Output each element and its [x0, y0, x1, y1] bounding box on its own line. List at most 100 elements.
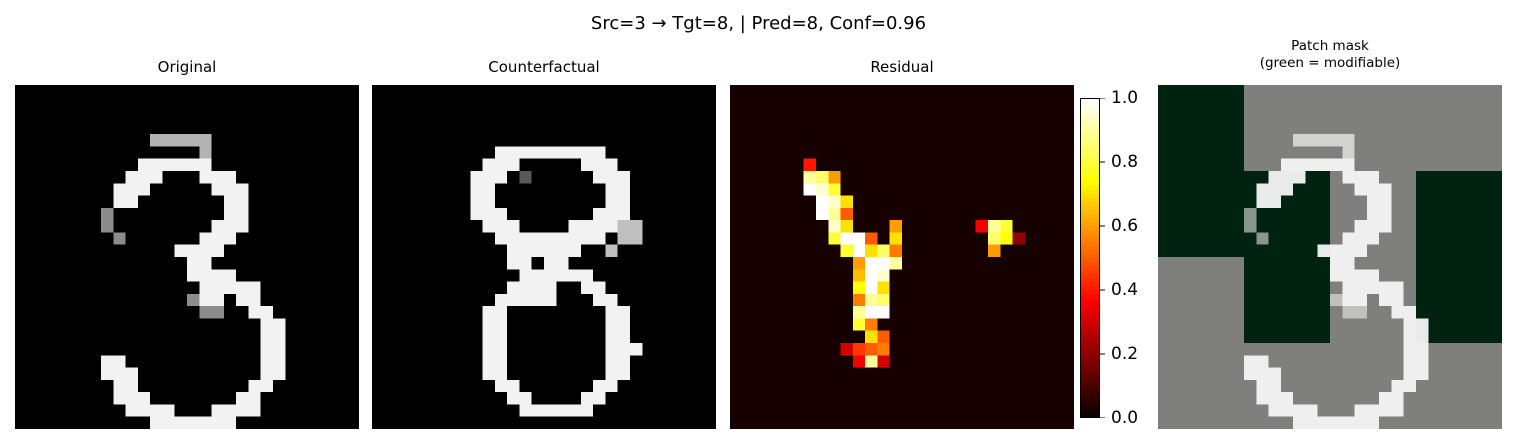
pixel-cell [1012, 404, 1026, 417]
pixel-cell [1416, 416, 1429, 429]
pixel-cell [703, 293, 716, 307]
pixel-cell [150, 416, 163, 429]
pixel-cell [174, 109, 188, 123]
pixel-cell [211, 392, 225, 405]
pixel-cell [494, 232, 508, 245]
pixel-cell [1158, 220, 1171, 233]
pixel-cell [76, 343, 89, 356]
pixel-cell [1207, 355, 1220, 368]
pixel-cell [236, 134, 249, 147]
pixel-cell [1000, 146, 1013, 159]
pixel-cell [39, 195, 53, 209]
pixel-cell [902, 318, 915, 331]
pixel-cell [396, 293, 410, 307]
pixel-cell [248, 379, 261, 393]
pixel-cell [482, 121, 496, 135]
pixel-cell [113, 220, 126, 233]
pixel-cell [630, 232, 643, 245]
pixel-cell [322, 244, 335, 258]
pixel-cell [187, 392, 200, 405]
pixel-cell [1207, 281, 1220, 295]
pixel-cell [730, 244, 743, 258]
pixel-cell [730, 220, 743, 233]
pixel-cell [1244, 207, 1257, 221]
pixel-cell [260, 379, 274, 393]
pixel-cell [779, 392, 792, 405]
pixel-cell [150, 121, 163, 135]
pixel-cell [754, 404, 768, 417]
pixel-cell [902, 367, 915, 381]
pixel-cell [1012, 183, 1026, 196]
pixel-cell [236, 171, 249, 184]
pixel-cell [877, 330, 890, 344]
pixel-cell [803, 416, 817, 429]
pixel-cell [1049, 85, 1062, 98]
pixel-cell [1219, 134, 1232, 147]
pixel-cell [162, 85, 175, 98]
pixel-cell [865, 207, 878, 221]
pixel-cell [902, 207, 915, 221]
pixel-cell [902, 379, 915, 393]
pixel-cell [236, 379, 249, 393]
pixel-cell [654, 293, 668, 307]
pixel-cell [372, 220, 385, 233]
pixel-cell [630, 306, 643, 319]
pixel-cell [1280, 257, 1294, 270]
pixel-cell [1280, 379, 1294, 393]
pixel-cell [396, 85, 410, 98]
pixel-cell [187, 281, 200, 295]
pixel-cell [15, 220, 28, 233]
pixel-cell [507, 330, 520, 344]
pixel-cell [76, 367, 89, 381]
pixel-cell [1158, 379, 1171, 393]
pixel-cell [1428, 306, 1441, 319]
pixel-cell [1061, 281, 1074, 295]
pixel-cell [76, 330, 89, 344]
pixel-cell [544, 183, 557, 196]
pixel-cell [285, 355, 298, 368]
pixel-cell [494, 85, 508, 98]
pixel-cell [236, 257, 249, 270]
pixel-cell [76, 244, 89, 258]
pixel-cell [1170, 158, 1183, 172]
pixel-cell [926, 257, 940, 270]
pixel-cell [593, 220, 606, 233]
pixel-cell [27, 306, 40, 319]
pixel-cell [617, 195, 631, 209]
pixel-cell [507, 318, 520, 331]
pixel-cell [101, 158, 114, 172]
pixel-cell [852, 355, 866, 368]
pixel-cell [113, 318, 126, 331]
pixel-cell [1207, 318, 1220, 331]
pixel-cell [76, 134, 89, 147]
pixel-cell [779, 257, 792, 270]
pixel-cell [199, 109, 212, 123]
pixel-cell [396, 195, 410, 209]
pixel-cell [187, 318, 200, 331]
pixel-cell [162, 183, 175, 196]
pixel-cell [1037, 416, 1050, 429]
pixel-cell [816, 318, 829, 331]
pixel-cell [273, 207, 286, 221]
pixel-cell [1366, 158, 1380, 172]
pixel-cell [630, 392, 643, 405]
pixel-cell [1158, 367, 1171, 381]
pixel-cell [654, 232, 668, 245]
pixel-cell [519, 257, 532, 270]
pixel-cell [926, 281, 940, 295]
pixel-cell [1317, 109, 1331, 123]
pixel-cell [1416, 355, 1429, 368]
pixel-cell [914, 244, 927, 258]
pixel-cell [384, 158, 397, 172]
pixel-cell [779, 146, 792, 159]
pixel-cell [372, 158, 385, 172]
pixel-cell [1440, 257, 1454, 270]
pixel-cell [482, 404, 496, 417]
pixel-cell [791, 318, 804, 331]
pixel-cell [963, 392, 976, 405]
colorbar-band [1080, 294, 1100, 299]
pixel-cell [1293, 404, 1306, 417]
pixel-cell [76, 404, 89, 417]
pixel-cell [1330, 281, 1343, 295]
pixel-cell [396, 158, 410, 172]
